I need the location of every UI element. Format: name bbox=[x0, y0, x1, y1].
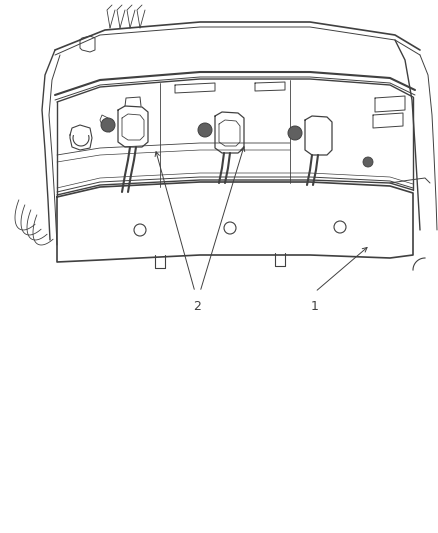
Circle shape bbox=[363, 157, 373, 167]
Circle shape bbox=[198, 123, 212, 137]
Circle shape bbox=[101, 118, 115, 132]
Text: 1: 1 bbox=[311, 300, 319, 313]
Circle shape bbox=[288, 126, 302, 140]
Text: 2: 2 bbox=[193, 300, 201, 313]
